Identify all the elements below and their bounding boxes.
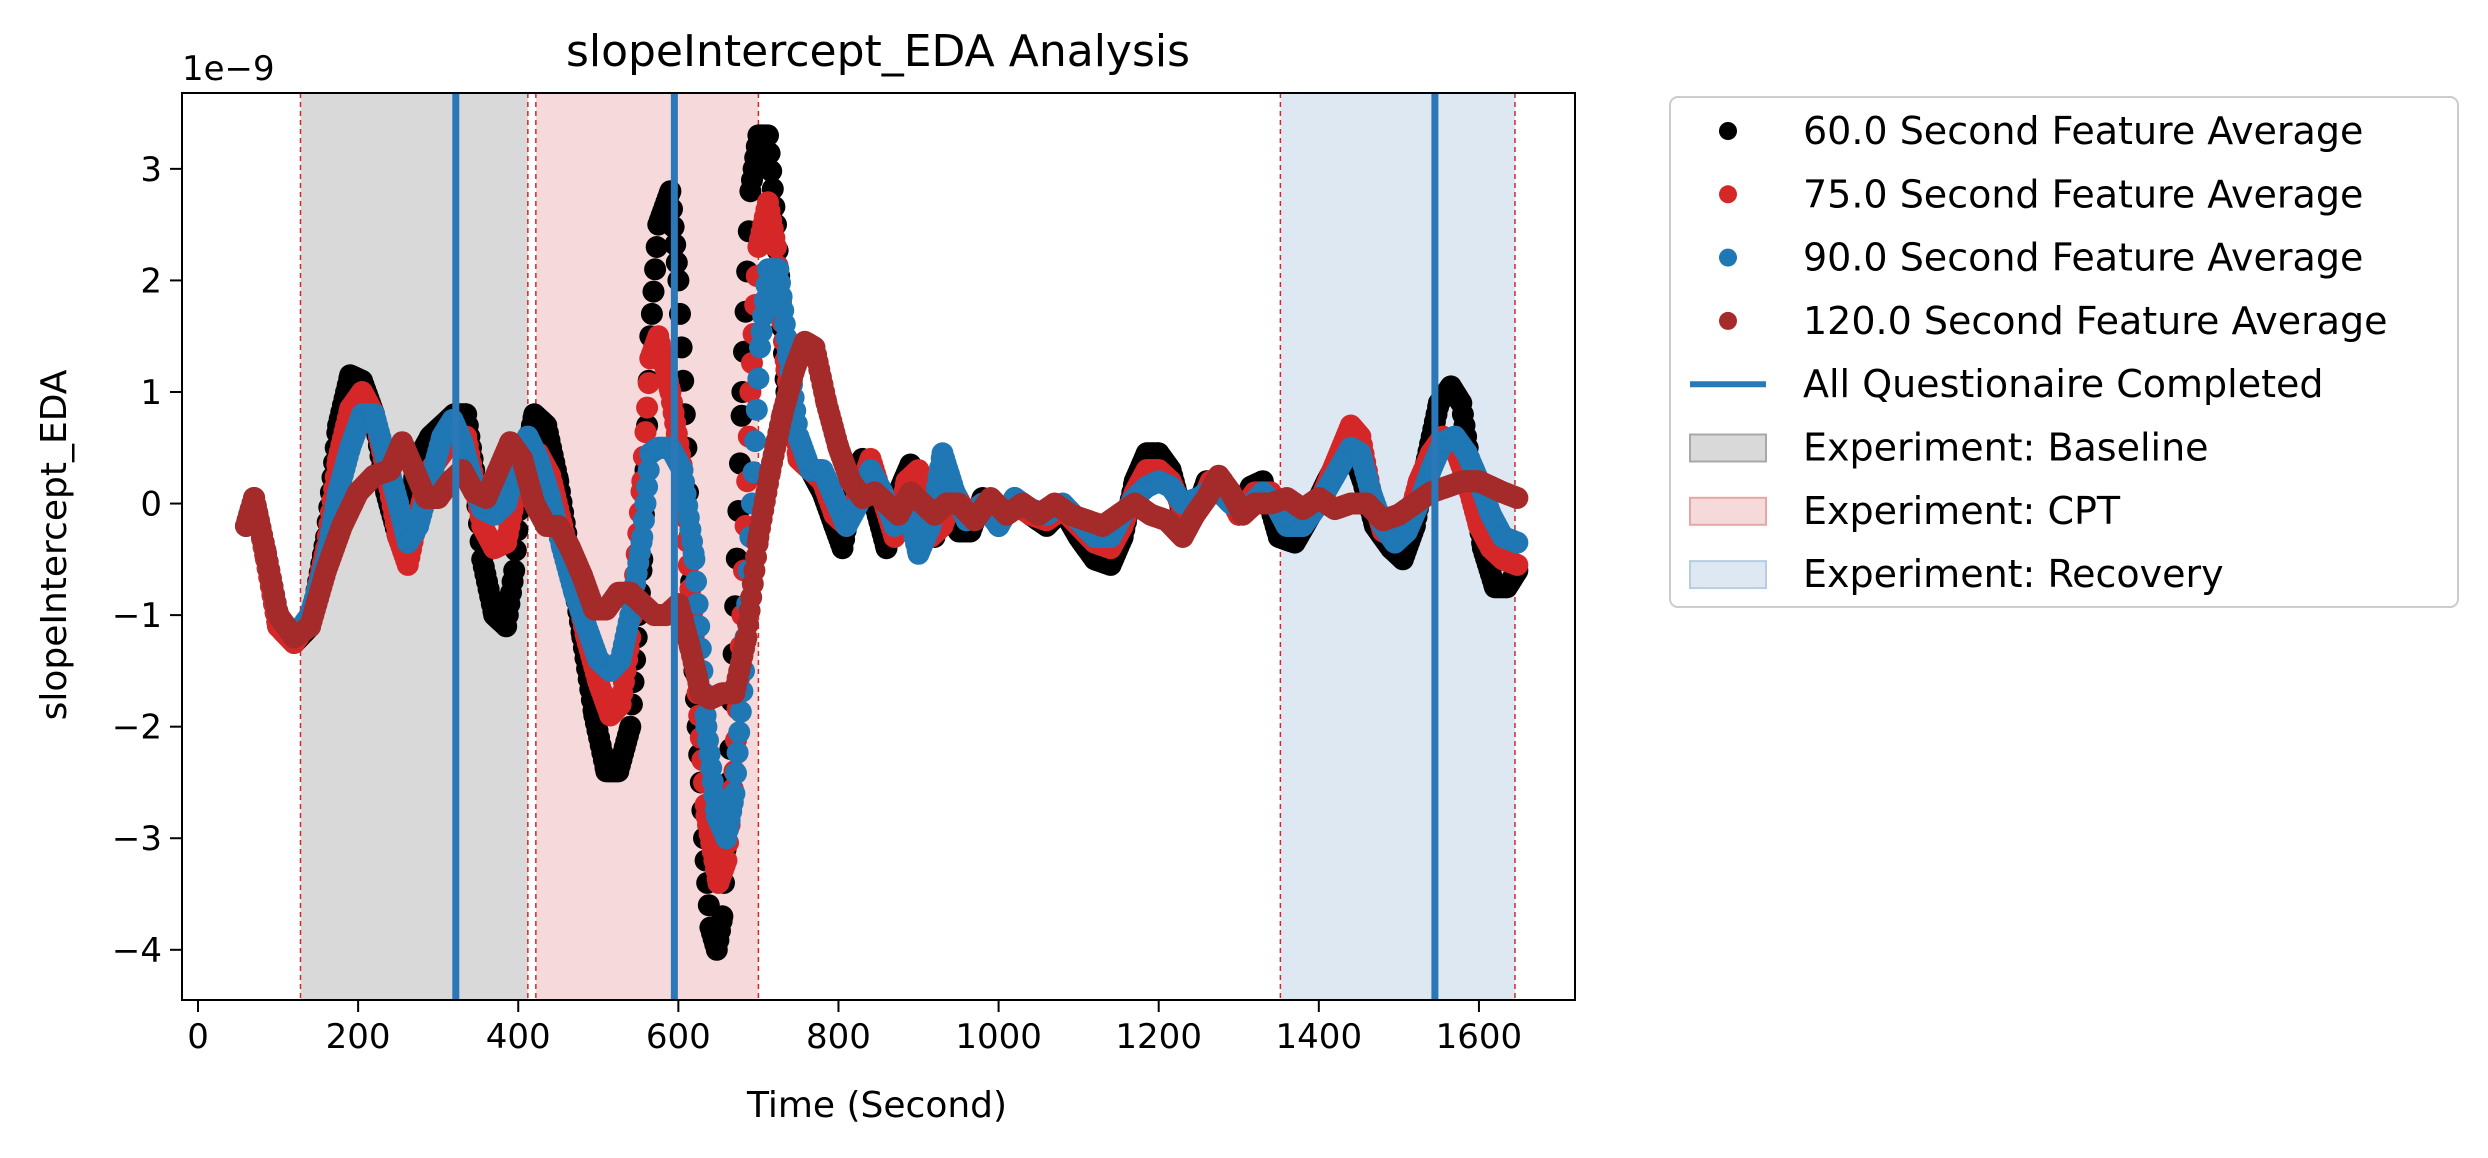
- data-point: [747, 367, 770, 390]
- x-tick-label: 400: [486, 1017, 551, 1057]
- data-point: [685, 570, 707, 593]
- legend: 60.0 Second Feature Average 75.0 Second F…: [1669, 96, 2459, 608]
- y-tick-label: −1: [112, 596, 162, 636]
- data-point: [632, 509, 655, 532]
- x-tick-label: 1400: [1276, 1017, 1363, 1057]
- y-tick-label: 2: [140, 261, 162, 301]
- data-point: [642, 280, 665, 303]
- y-axis-label: slopeIntercept_EDA: [34, 369, 75, 720]
- legend-marker-1: [1719, 185, 1737, 204]
- data-point: [745, 398, 768, 421]
- data-point: [728, 721, 751, 744]
- plot-frame: [181, 92, 1576, 1001]
- data-point: [744, 430, 767, 453]
- legend-marker-6: [1689, 496, 1767, 526]
- series-3: [235, 330, 1529, 710]
- data-point: [645, 236, 668, 258]
- x-axis-label: Time (Second): [746, 1085, 1007, 1126]
- data-point: [757, 124, 779, 147]
- data-point: [758, 142, 781, 165]
- data-point: [686, 593, 709, 615]
- x-tick-label: 0: [187, 1017, 209, 1057]
- data-point: [1506, 486, 1529, 509]
- legend-label-5: Experiment: Baseline: [1803, 426, 2209, 470]
- plot-area: [181, 92, 1576, 1001]
- data-point: [634, 421, 657, 444]
- y-tick-label: 1: [140, 373, 162, 413]
- y-tick-label: −4: [112, 931, 162, 971]
- legend-items: 60.0 Second Feature Average 75.0 Second F…: [1689, 109, 2388, 596]
- data-point: [1506, 553, 1529, 576]
- x-tick-label: 1200: [1115, 1017, 1202, 1057]
- y-tick-label: −3: [112, 819, 162, 859]
- data-point: [715, 849, 738, 872]
- y-tick-label: 3: [140, 150, 162, 190]
- legend-marker-5: [1689, 433, 1767, 463]
- data-point: [637, 459, 660, 482]
- data-point: [711, 905, 734, 928]
- data-point: [631, 526, 654, 548]
- x-tick-label: 200: [326, 1017, 391, 1057]
- x-axis: 0 200 400 600 800 1000 1200 1400 1600: [187, 1000, 1522, 1057]
- data-point: [637, 372, 660, 395]
- legend-label-1: 75.0 Second Feature Average: [1803, 172, 2363, 216]
- data-point: [729, 700, 752, 723]
- legend-label-3: 120.0 Second Feature Average: [1803, 299, 2388, 343]
- data-point: [683, 548, 706, 571]
- data-point: [634, 492, 657, 515]
- y-offset-label: 1e−9: [182, 49, 275, 89]
- data-point: [644, 258, 667, 281]
- data-point: [503, 559, 526, 582]
- data-point: [725, 762, 747, 785]
- data-point: [723, 782, 746, 805]
- data-point: [667, 269, 690, 292]
- legend-marker-2: [1719, 248, 1737, 267]
- data-point: [760, 160, 783, 183]
- legend-label-2: 90.0 Second Feature Average: [1803, 236, 2363, 280]
- data-series: [235, 124, 1529, 961]
- chart-title: slopeIntercept_EDA Analysis: [566, 26, 1190, 77]
- data-point: [636, 475, 659, 498]
- data-point: [636, 396, 659, 419]
- legend-marker-7: [1689, 560, 1767, 590]
- data-point: [1506, 531, 1529, 554]
- x-tick-label: 1600: [1436, 1017, 1523, 1057]
- legend-label-4: All Questionaire Completed: [1803, 362, 2324, 406]
- legend-marker-3: [1719, 311, 1737, 330]
- x-tick-label: 1000: [955, 1017, 1042, 1057]
- legend-marker-0: [1719, 122, 1737, 140]
- x-tick-label: 600: [646, 1017, 711, 1057]
- questionnaire-lines: [452, 93, 1439, 1000]
- legend-frame: [1669, 96, 2459, 608]
- data-point: [619, 715, 642, 738]
- y-tick-label: 0: [140, 485, 162, 525]
- data-point: [765, 236, 787, 258]
- y-axis: 3 2 1 0 −1 −2 −3 −4: [112, 150, 182, 971]
- x-tick-label: 800: [806, 1017, 871, 1057]
- data-point: [640, 302, 663, 325]
- legend-label-0: 60.0 Second Feature Average: [1803, 109, 2363, 153]
- legend-label-7: Experiment: Recovery: [1803, 552, 2224, 596]
- y-tick-label: −2: [112, 708, 162, 748]
- data-point: [726, 741, 749, 764]
- legend-label-6: Experiment: CPT: [1803, 489, 2121, 533]
